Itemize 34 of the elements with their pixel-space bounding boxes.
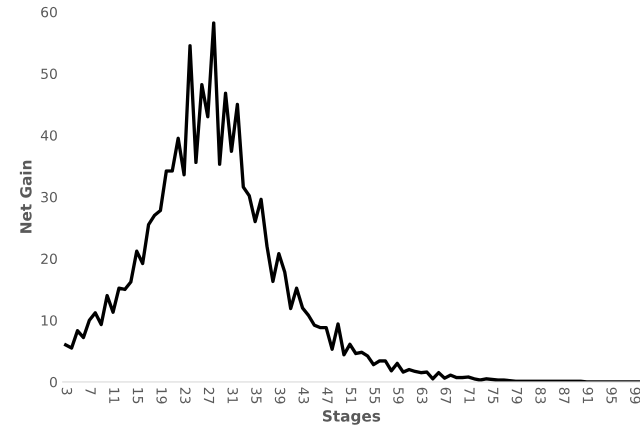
- line-series: [64, 21, 640, 382]
- x-tick-label: 39: [274, 388, 286, 404]
- y-tick-label: 40: [40, 130, 57, 141]
- y-axis-title: Net Gain: [20, 160, 32, 233]
- x-tick-label: 71: [464, 388, 475, 404]
- x-tick-label: 31: [227, 388, 238, 404]
- x-tick-label: 47: [322, 387, 332, 404]
- x-tick-label: 43: [298, 387, 309, 404]
- x-tick-label: 11: [109, 388, 120, 404]
- y-tick-label: 60: [41, 6, 57, 18]
- x-tick-label: 7: [86, 388, 96, 394]
- x-tick-label: 15: [132, 388, 144, 404]
- x-tick-label: 35: [251, 388, 262, 404]
- x-tick-label: 79: [512, 388, 522, 404]
- y-tick-label: 30: [41, 192, 57, 202]
- y-tick-label: 20: [41, 254, 57, 264]
- x-tick-label: 3: [62, 388, 72, 394]
- x-tick-label: 27: [204, 388, 214, 404]
- y-tick-label: 50: [41, 68, 57, 80]
- x-tick-label: 63: [416, 388, 428, 404]
- x-tick-label: 95: [606, 388, 617, 404]
- y-tick-label: 10: [42, 315, 57, 326]
- x-axis-title: Stages: [322, 410, 380, 425]
- x-tick-label: 75: [488, 388, 498, 404]
- x-tick-label: 19: [156, 388, 167, 404]
- y-tick-label: 0: [50, 376, 57, 388]
- x-tick-label: 51: [346, 388, 356, 404]
- x-tick-label: 59: [393, 388, 404, 404]
- x-tick-label: 23: [180, 388, 191, 404]
- x-tick-label: 55: [370, 388, 380, 404]
- x-tick-label: 67: [440, 388, 452, 404]
- x-tick-label: 83: [535, 388, 546, 404]
- x-tick-label: 87: [559, 388, 570, 404]
- x-tick-label: 91: [582, 388, 594, 404]
